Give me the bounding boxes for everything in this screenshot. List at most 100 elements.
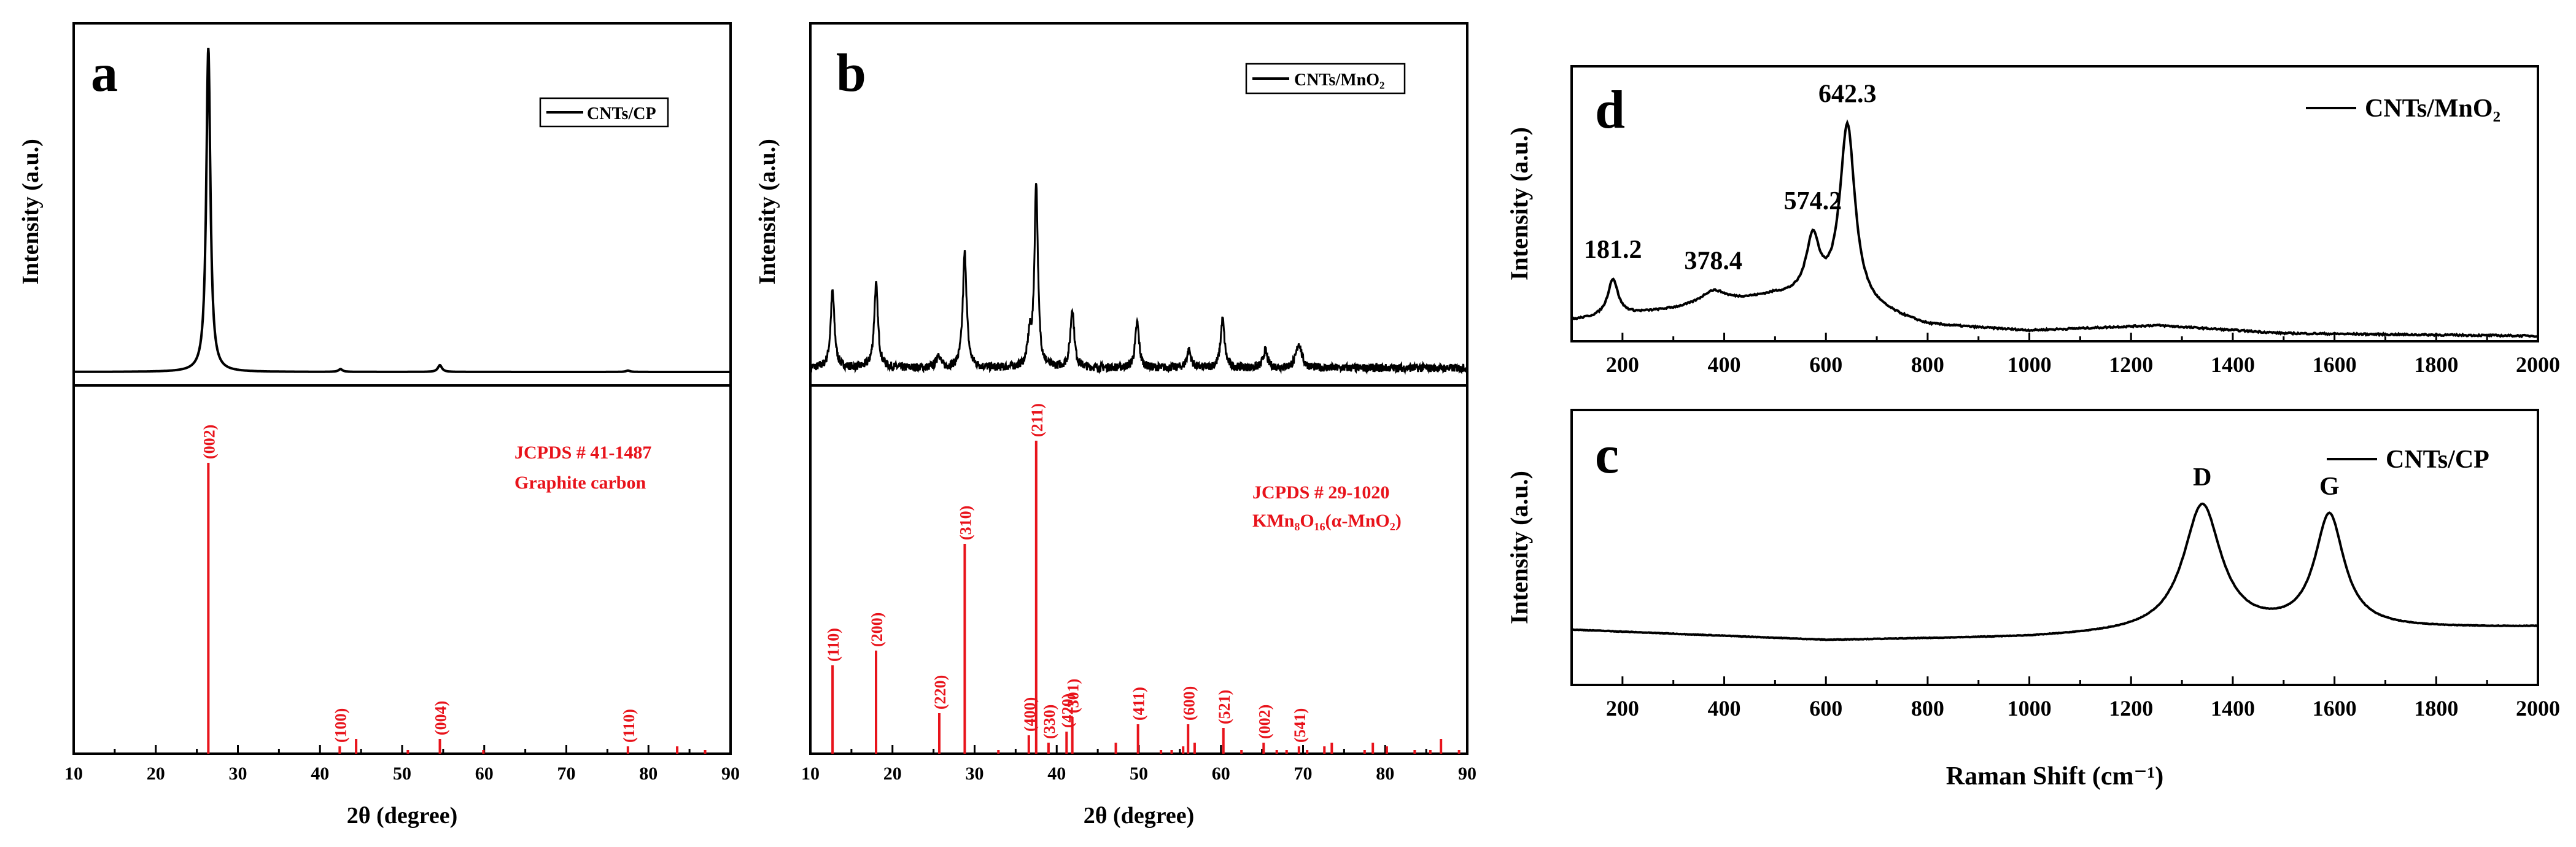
x-tick-label: 1000: [2008, 696, 2052, 721]
peak-annotation: G: [2319, 473, 2340, 501]
x-tick-label: 600: [1809, 696, 1842, 721]
hkl-label: (004): [432, 701, 450, 735]
hkl-label: (541): [1291, 708, 1309, 743]
x-tick-label: 800: [1911, 696, 1944, 721]
panel-a-x-axis-label: 2θ (degree): [347, 803, 458, 829]
x-tick-label: 30: [966, 764, 984, 784]
graphite-reference-sticks: [207, 463, 707, 754]
x-tick-label: 400: [1708, 352, 1741, 377]
x-tick-label: 1400: [2211, 696, 2255, 721]
panel-c-frame: [1570, 409, 2539, 686]
panel-b-frame: [809, 22, 1468, 755]
panel-b-xrd: 10 20 30 40 50 60 70 80 90 (110) (200) (220) (310) (…: [755, 22, 1476, 829]
peak-annotation: 574.2: [1784, 187, 1842, 215]
panel-d-peak-annotations: 181.2 378.4 574.2 642.3: [1584, 80, 1876, 275]
x-tick-label: 80: [1376, 764, 1394, 784]
panel-c-x-ticks: [1570, 676, 2539, 685]
x-tick-label: 2000: [2516, 352, 2560, 377]
x-tick-label: 200: [1606, 352, 1639, 377]
panel-a-x-ticks: [72, 745, 732, 754]
x-tick-label: 1400: [2211, 352, 2255, 377]
x-tick-label: 800: [1911, 352, 1944, 377]
x-tick-label: 1800: [2414, 696, 2458, 721]
panel-c-y-axis-label: Intensity (a.u.): [1505, 471, 1533, 624]
x-tick-label: 600: [1809, 352, 1842, 377]
panel-d-raman: 200 400 600 800 1000 1200 1400 1600 1800 2000 181…: [1505, 65, 2560, 377]
x-tick-label: 20: [883, 764, 902, 784]
cnts-cp-raman-curve: [1571, 502, 2539, 641]
mno2-reference-labels: (110) (200) (220) (310) (400) (211) (330) (420)…: [824, 403, 1309, 743]
x-tick-label: 20: [147, 764, 165, 784]
panel-b-x-axis-label: 2θ (degree): [1084, 803, 1195, 829]
x-tick-label: 2000: [2516, 696, 2560, 721]
panel-a-y-axis-label: Intensity (a.u.): [18, 139, 44, 285]
x-tick-label: 1200: [2109, 696, 2153, 721]
x-tick-label: 400: [1708, 696, 1741, 721]
panel-b-label: b: [836, 44, 866, 103]
hkl-label: (301): [1065, 679, 1082, 713]
panel-c-legend-text: CNTs/CP: [2386, 446, 2489, 474]
hkl-label: (002): [1255, 705, 1273, 739]
hkl-label: (211): [1028, 403, 1046, 437]
mno2-phase-label: KMn₈O₁₆(α-MnO₂): [1252, 511, 1402, 531]
panel-c-x-tick-labels: 200 400 600 800 1000 1200 1400 1600 1800 2000: [1606, 696, 2560, 721]
hkl-label: (600): [1180, 686, 1198, 721]
hkl-label: (110): [620, 709, 638, 743]
x-tick-label: 60: [475, 764, 494, 784]
panel-a-legend-text: CNTs/CP: [587, 104, 656, 123]
x-tick-label: 50: [393, 764, 411, 784]
panel-b-x-ticks: [809, 745, 1468, 754]
peak-annotation: 181.2: [1584, 236, 1642, 264]
panel-c-label: c: [1595, 425, 1619, 485]
x-tick-label: 30: [229, 764, 247, 784]
x-tick-label: 80: [639, 764, 658, 784]
hkl-label: (310): [956, 506, 974, 540]
panel-d-label: d: [1595, 80, 1625, 140]
x-tick-label: 10: [64, 764, 83, 784]
x-tick-label: 1600: [2313, 696, 2357, 721]
x-tick-label: 70: [1294, 764, 1313, 784]
hkl-label: (002): [200, 425, 218, 459]
x-tick-label: 10: [801, 764, 820, 784]
x-tick-label: 50: [1130, 764, 1148, 784]
peak-annotation: 642.3: [1818, 80, 1877, 108]
x-tick-label: 40: [311, 764, 329, 784]
panel-a-xrd: 10 20 30 40 50 60 70 80 90 (002)(100) (004) (110) …: [18, 22, 740, 829]
cnts-mno2-raman-curve: [1571, 119, 2539, 339]
x-tick-label: 1200: [2109, 352, 2153, 377]
graphite-reference-labels: (002) (100) (004) (110): [200, 425, 637, 743]
hkl-label: (411): [1130, 687, 1148, 721]
x-tick-label: 200: [1606, 696, 1639, 721]
panel-b-x-tick-labels: 10 20 30 40 50 60 70 80 90: [801, 764, 1476, 784]
panel-b-legend-text: CNTs/MnO₂: [1294, 71, 1384, 90]
hkl-label: (521): [1216, 690, 1233, 724]
x-tick-label: 1000: [2008, 352, 2052, 377]
peak-annotation: 378.4: [1684, 247, 1742, 276]
x-tick-label: 60: [1212, 764, 1230, 784]
panel-a-label: a: [91, 44, 118, 103]
panel-d-x-ticks: [1570, 333, 2539, 341]
hkl-label: (100): [332, 708, 349, 743]
panel-d-frame: [1570, 65, 2539, 342]
hkl-label: (110): [824, 628, 842, 662]
panel-d-legend-text: CNTs/MnO₂: [2365, 95, 2500, 123]
hkl-label: (200): [868, 613, 886, 647]
cnts-mno2-xrd-curve: [809, 183, 1468, 375]
panel-d-x-tick-labels: 200 400 600 800 1000 1200 1400 1600 1800 2000: [1606, 352, 2560, 377]
panel-b-y-axis-label: Intensity (a.u.): [755, 139, 780, 285]
x-tick-label: 40: [1047, 764, 1066, 784]
hkl-label: (330): [1041, 705, 1058, 739]
x-tick-label: 90: [1458, 764, 1476, 784]
hkl-label: (420): [1058, 694, 1076, 728]
x-tick-label: 90: [721, 764, 740, 784]
raman-x-axis-label: Raman Shift (cm⁻¹): [1946, 762, 2163, 791]
panel-a-frame: [72, 22, 732, 755]
graphite-phase-label: Graphite carbon: [514, 473, 646, 493]
panel-a-x-tick-labels: 10 20 30 40 50 60 70 80 90: [64, 764, 740, 784]
mno2-reference-sticks: [831, 441, 1461, 754]
hkl-label: (220): [931, 675, 949, 710]
panel-d-y-axis-label: Intensity (a.u.): [1505, 127, 1533, 280]
x-tick-label: 70: [557, 764, 576, 784]
